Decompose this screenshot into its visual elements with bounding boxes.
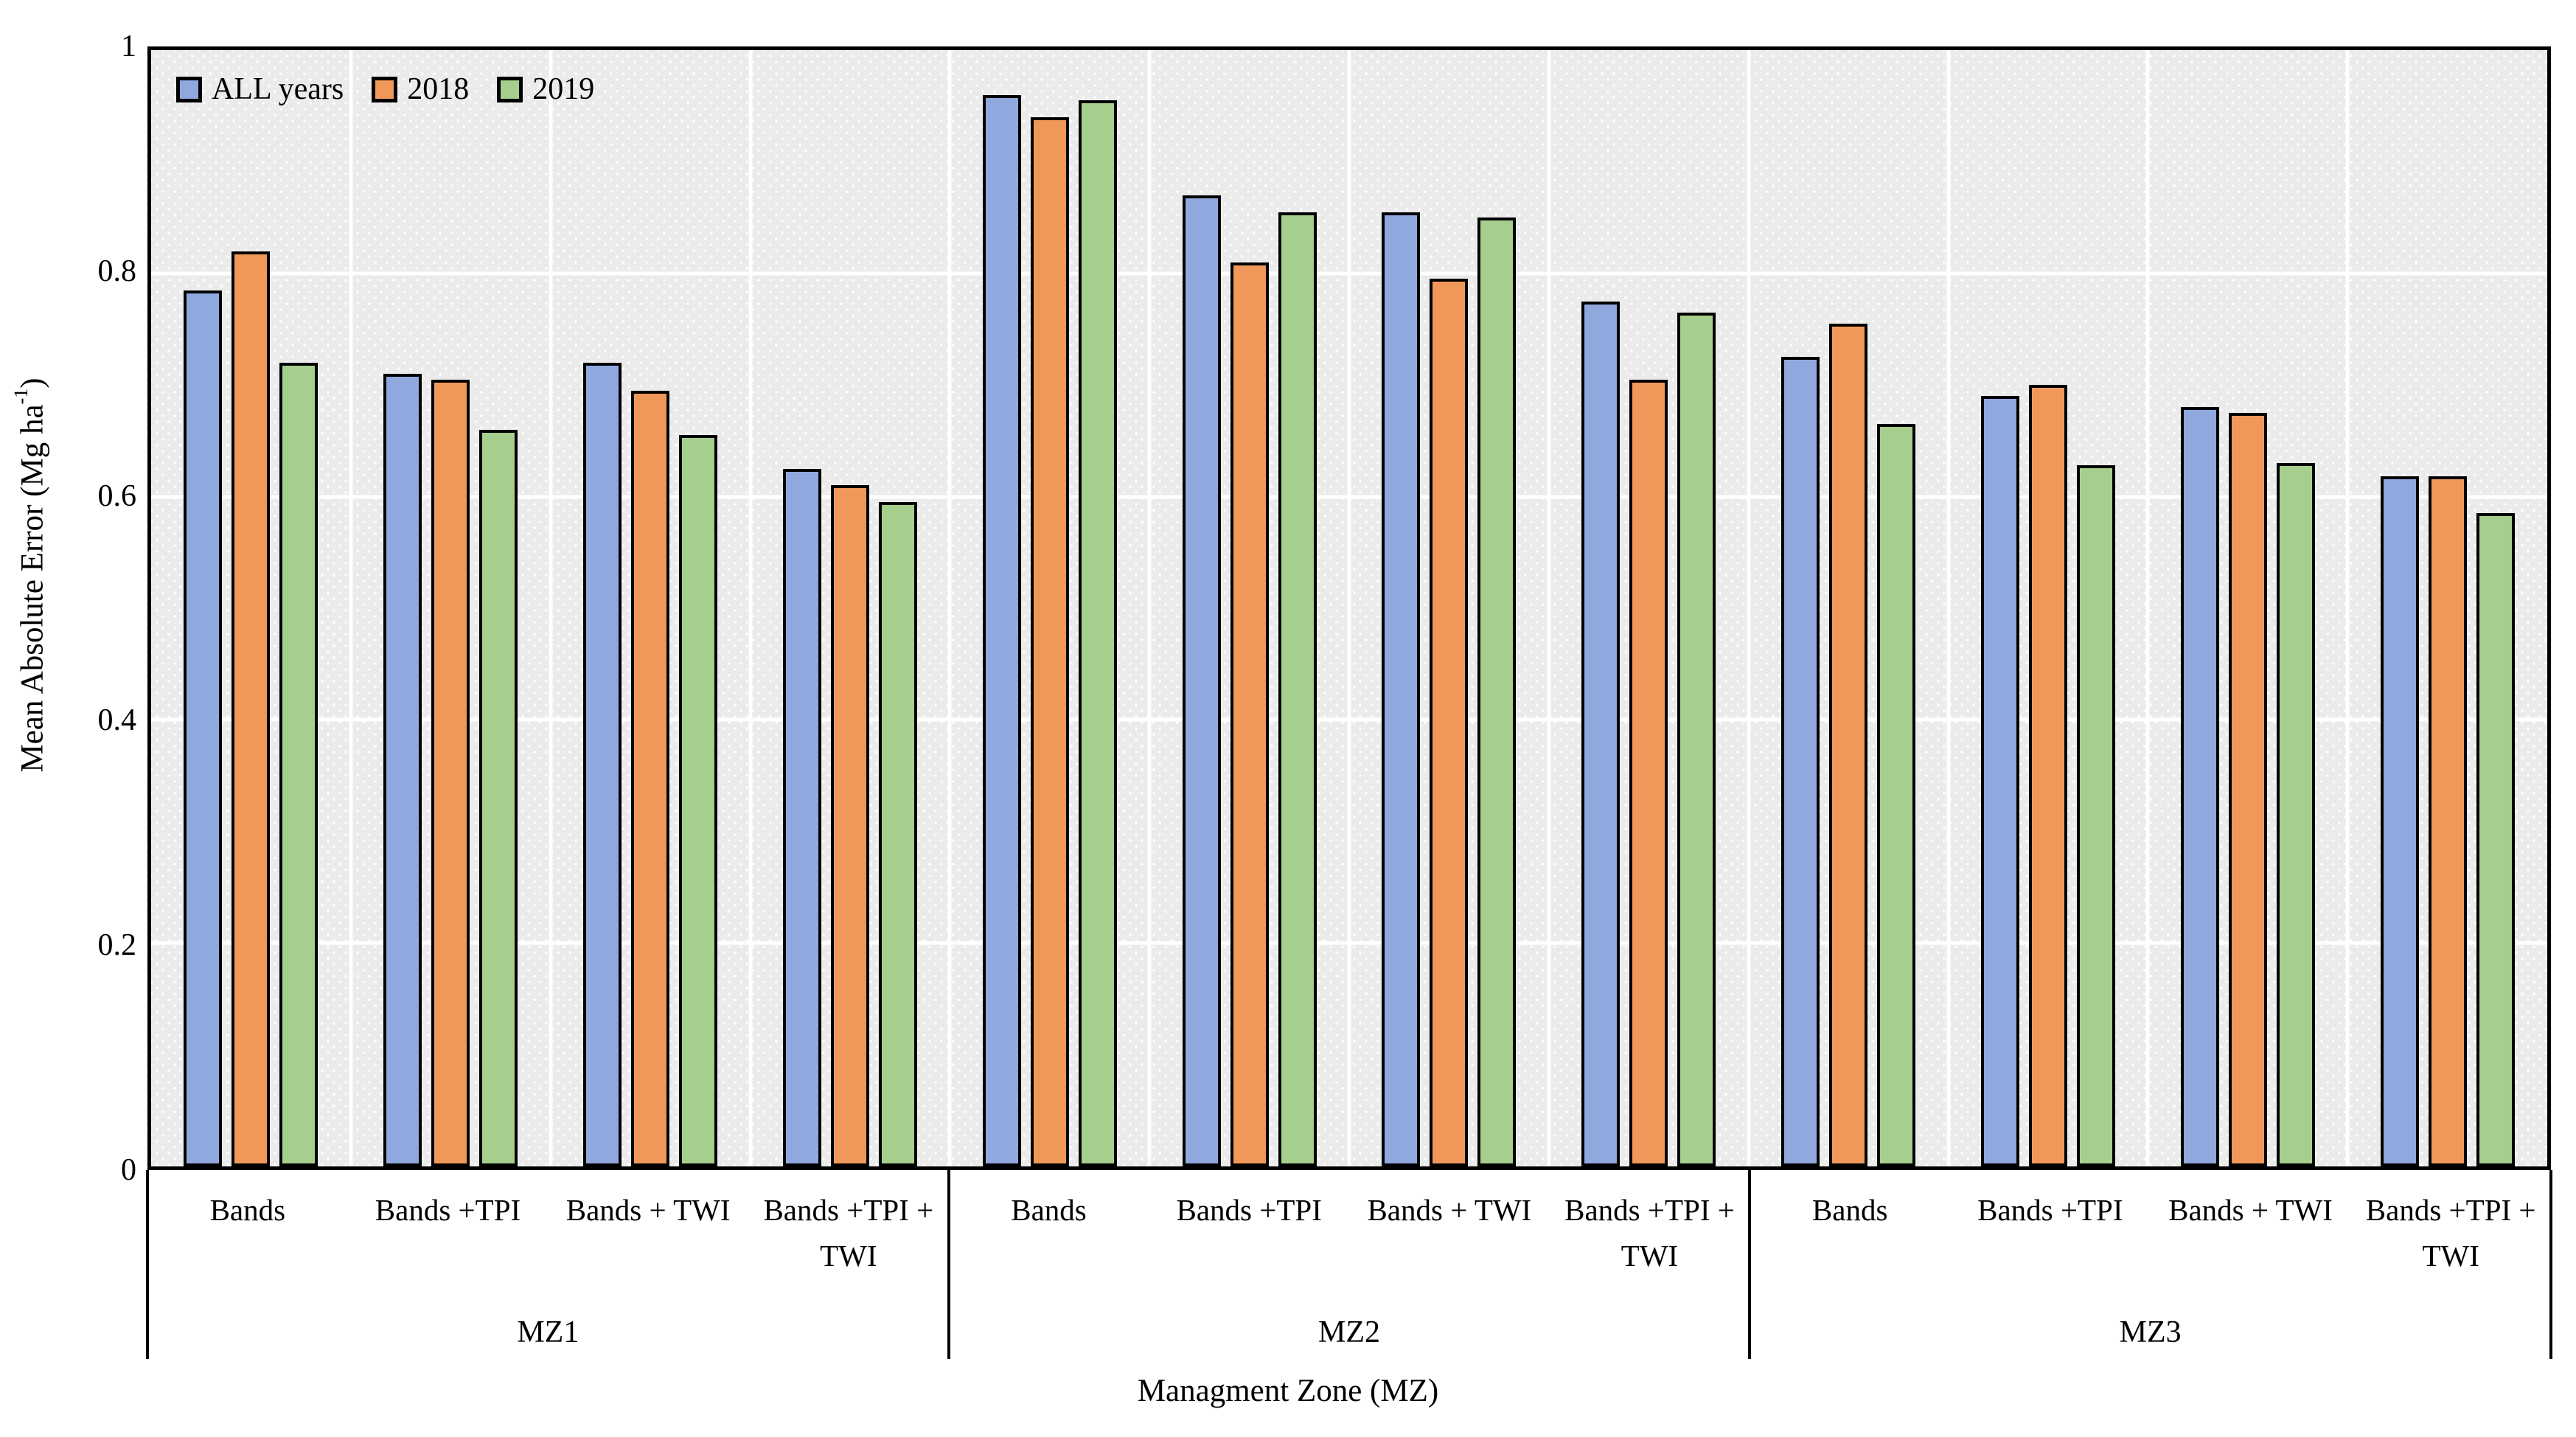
legend-swatch-2018 <box>372 76 398 102</box>
bar-2019 <box>679 435 718 1166</box>
v-gridline-1 <box>349 50 353 1166</box>
legend-label: 2019 <box>532 72 595 106</box>
bar-group-mz1-bands <box>151 50 351 1166</box>
bar-all-years <box>782 468 821 1166</box>
bar-2018 <box>2028 385 2067 1166</box>
bar-2019 <box>279 362 318 1166</box>
bar-group-mz3-bands-tpi-twi <box>2347 50 2547 1166</box>
bar-group-mz1-bands-tpi <box>351 50 551 1166</box>
x-axis-title: Managment Zone (MZ) <box>1137 1374 1439 1408</box>
legend-swatch-all-years <box>176 76 202 102</box>
legend-item-2018: 2018 <box>372 74 469 105</box>
legend: ALL years 2018 2019 <box>176 74 594 105</box>
y-tick-label-0.6: 0.6 <box>97 479 137 513</box>
bar-all-years <box>1382 212 1421 1166</box>
category-label: Bands <box>209 1193 286 1227</box>
v-gridline-10 <box>2145 50 2150 1166</box>
bar-all-years <box>1781 357 1820 1166</box>
bar-2018 <box>631 390 670 1166</box>
bar-2018 <box>2428 476 2467 1166</box>
bar-2019 <box>878 502 917 1166</box>
bar-2019 <box>1078 100 1117 1166</box>
bar-2018 <box>1030 116 1069 1166</box>
zone-label-mz2: MZ2 <box>1317 1315 1380 1349</box>
legend-swatch-2019 <box>497 76 523 102</box>
y-tick-label-0.4: 0.4 <box>97 703 137 738</box>
bar-all-years <box>1980 396 2019 1166</box>
y-tick-label-1: 1 <box>121 29 136 63</box>
category-label: Bands +TPI + TWI <box>2365 1193 2536 1273</box>
bar-2019 <box>1677 312 1716 1166</box>
v-gridline-8 <box>1747 50 1751 1166</box>
bar-2018 <box>1629 379 1668 1166</box>
legend-label: ALL years <box>212 72 344 106</box>
v-gridline-6 <box>1347 50 1351 1166</box>
bar-2018 <box>1829 323 1868 1166</box>
v-gridline-5 <box>1147 50 1152 1166</box>
bar-all-years <box>1581 301 1621 1166</box>
bar-2019 <box>1877 424 1916 1166</box>
category-label: Bands +TPI <box>1977 1193 2123 1227</box>
bar-group-mz3-bands <box>1749 50 1949 1166</box>
category-label: Bands <box>1811 1193 1888 1227</box>
category-label: Bands +TPI <box>375 1193 521 1227</box>
y-tick-label-0.2: 0.2 <box>97 928 137 963</box>
legend-item-all-years: ALL years <box>176 74 344 105</box>
category-label: Bands +TPI + TWI <box>1564 1193 1735 1273</box>
bar-2019 <box>1477 218 1517 1166</box>
bar-2018 <box>232 251 271 1166</box>
v-gridline-3 <box>748 50 752 1166</box>
zone-separator-0 <box>146 1170 149 1359</box>
plot-area: ALL years 2018 2019 <box>147 46 2551 1170</box>
bar-2018 <box>2228 413 2267 1166</box>
legend-item-2019: 2019 <box>497 74 594 105</box>
y-axis-title-superscript: -1 <box>10 388 32 405</box>
category-label: Bands <box>1011 1193 1087 1227</box>
bar-group-mz3-bands-twi <box>2148 50 2347 1166</box>
bar-all-years <box>184 290 223 1166</box>
bar-group-mz1-bands-tpi-twi <box>751 50 950 1166</box>
bar-group-mz2-bands-tpi <box>1149 50 1349 1166</box>
category-label: Bands + TWI <box>565 1193 731 1227</box>
v-gridline-2 <box>549 50 553 1166</box>
bar-all-years <box>982 94 1021 1166</box>
bar-group-mz3-bands-tpi <box>1949 50 2148 1166</box>
y-axis-title-suffix: ) <box>15 377 50 389</box>
v-gridline-9 <box>1946 50 1950 1166</box>
bar-group-mz1-bands-twi <box>551 50 751 1166</box>
v-gridline-4 <box>947 50 952 1166</box>
bar-group-mz2-bands <box>950 50 1149 1166</box>
bar-2018 <box>830 485 869 1166</box>
bar-2019 <box>2276 463 2315 1166</box>
zone-separator-1 <box>947 1170 950 1359</box>
zone-separator-3 <box>2549 1170 2552 1359</box>
zone-label-mz3: MZ3 <box>2119 1315 2182 1349</box>
bar-all-years <box>583 362 622 1166</box>
bar-2019 <box>1278 212 1317 1166</box>
bar-all-years <box>2380 476 2419 1166</box>
category-label: Bands + TWI <box>2168 1193 2333 1227</box>
zone-separator-2 <box>1748 1170 1752 1359</box>
category-label: Bands + TWI <box>1367 1193 1532 1227</box>
y-tick-label-0.8: 0.8 <box>97 254 137 288</box>
zone-label-mz1: MZ1 <box>517 1315 579 1349</box>
category-label: Bands +TPI + TWI <box>763 1193 934 1273</box>
bar-2018 <box>1230 262 1269 1166</box>
v-gridline-7 <box>1547 50 1551 1166</box>
bar-group-mz2-bands-twi <box>1349 50 1549 1166</box>
category-label: Bands +TPI <box>1176 1193 1322 1227</box>
legend-label: 2018 <box>407 72 470 106</box>
bar-2018 <box>431 379 470 1166</box>
bar-all-years <box>383 374 422 1166</box>
bar-all-years <box>1182 195 1221 1166</box>
y-tick-label-0: 0 <box>121 1153 136 1187</box>
bar-2019 <box>2476 513 2515 1166</box>
bar-2018 <box>1430 279 1469 1166</box>
bar-2019 <box>479 429 518 1166</box>
bar-2019 <box>2076 465 2115 1166</box>
bar-group-mz2-bands-tpi-twi <box>1549 50 1749 1166</box>
bar-all-years <box>2180 407 2219 1166</box>
v-gridline-11 <box>2345 50 2350 1166</box>
